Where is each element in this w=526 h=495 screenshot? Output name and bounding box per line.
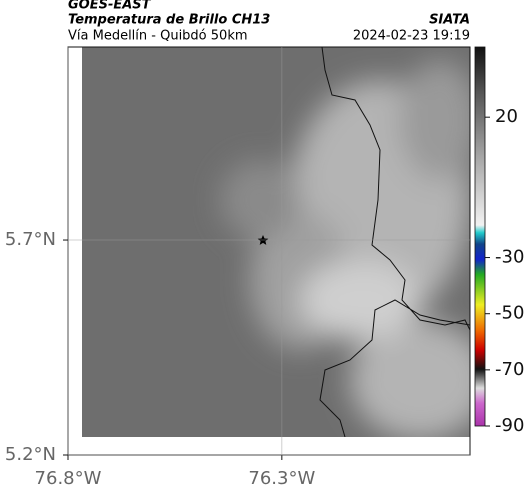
colorbar-tick-label: -30 [495, 247, 524, 268]
subtitle: Temperatura de Brillo CH13 [68, 13, 270, 28]
colorbar-tick-label: -70 [495, 359, 524, 380]
satellite-image [82, 47, 470, 437]
timestamp: 2024-02-23 19:19 [353, 29, 470, 44]
colorbar-tick-label: -90 [495, 415, 524, 436]
title: GOES-EAST [68, 0, 152, 13]
colorbar [474, 46, 486, 427]
x-tick-label: 76.3°W [248, 468, 315, 489]
source: SIATA [429, 13, 470, 28]
route: Vía Medellín - Quibdó 50km [68, 29, 248, 44]
y-tick-label: 5.7°N [5, 229, 56, 250]
colorbar-tick-label: -50 [495, 303, 524, 324]
colorbar-tick-label: 20 [495, 106, 518, 127]
x-tick-label: 76.8°W [35, 468, 102, 489]
y-tick-label: 5.2°N [5, 444, 56, 465]
